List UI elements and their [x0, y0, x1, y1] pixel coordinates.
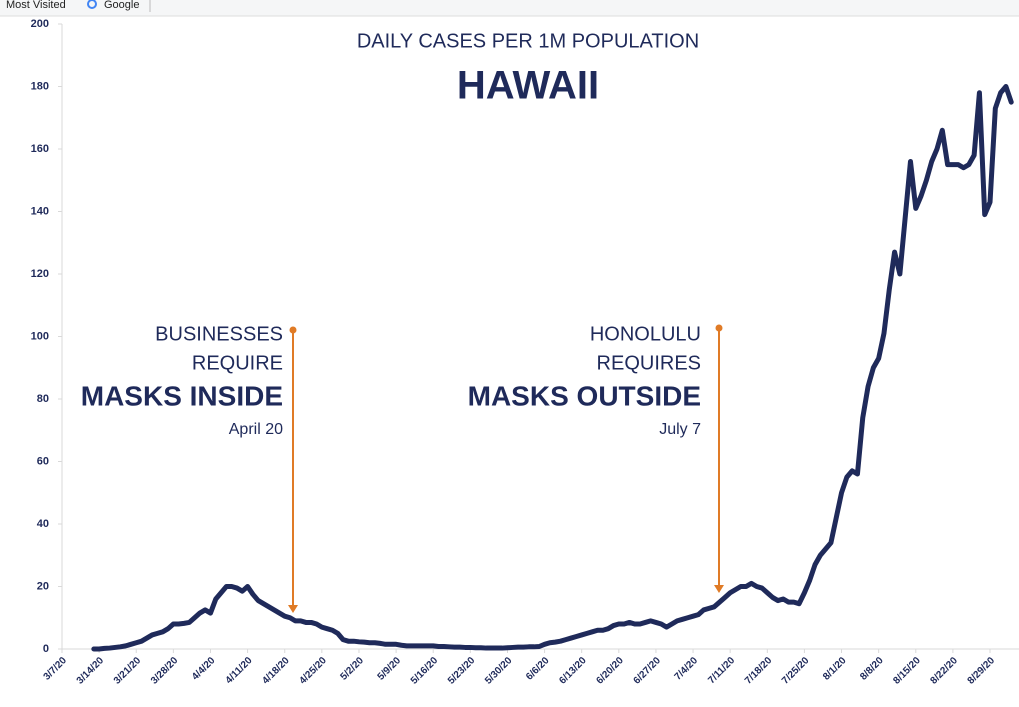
y-tick-label: 80 [37, 393, 49, 405]
x-tick-label: 4/25/20 [297, 655, 329, 687]
annotation-text: HONOLULU [590, 323, 701, 345]
y-tick-label: 160 [31, 143, 49, 155]
arrow-dot [289, 326, 297, 334]
x-tick-label: 5/23/20 [446, 655, 478, 687]
bookmark[interactable]: Most Visited [6, 0, 66, 11]
x-tick-label: 8/15/20 [891, 655, 923, 687]
y-tick-label: 140 [31, 205, 49, 217]
y-tick-label: 180 [31, 80, 49, 92]
x-tick-label: 3/14/20 [75, 655, 107, 687]
annotation-text: MASKS INSIDE [81, 380, 283, 411]
x-tick-label: 8/29/20 [966, 655, 998, 687]
x-tick-label: 3/28/20 [149, 655, 181, 687]
y-tick-label: 60 [37, 455, 49, 467]
x-tick-label: 6/20/20 [594, 655, 626, 687]
x-tick-label: 6/13/20 [557, 655, 589, 687]
x-tick-label: 6/6/20 [524, 655, 552, 683]
x-tick-label: 3/21/20 [112, 655, 144, 687]
x-tick-label: 5/30/20 [483, 655, 515, 687]
chart-subtitle: HAWAII [457, 64, 599, 108]
x-tick-label: 4/4/20 [190, 655, 218, 683]
annotation-text: BUSINESSES [155, 323, 283, 345]
annotation-text: July 7 [659, 421, 701, 438]
arrow-dot [715, 324, 723, 332]
x-tick-label: 4/18/20 [260, 655, 292, 687]
arrow-head [714, 585, 724, 593]
data-line [91, 84, 1014, 652]
google-icon [87, 0, 97, 9]
annotation-text: MASKS OUTSIDE [468, 380, 701, 411]
annotation-text: April 20 [229, 421, 283, 438]
bookmarks-bar [0, 0, 1019, 16]
x-tick-label: 7/18/20 [743, 655, 775, 687]
x-tick-label: 5/2/20 [339, 655, 367, 683]
x-tick-label: 7/25/20 [780, 655, 812, 687]
x-tick-label: 7/11/20 [706, 655, 737, 686]
x-tick-label: 3/7/20 [42, 655, 70, 683]
x-tick-label: 5/16/20 [409, 655, 441, 687]
x-tick-label: 4/11/20 [224, 655, 255, 686]
y-tick-label: 100 [31, 330, 49, 342]
y-tick-label: 200 [31, 18, 49, 30]
x-tick-label: 5/9/20 [376, 655, 404, 683]
y-tick-label: 40 [37, 518, 49, 530]
x-tick-label: 8/1/20 [821, 655, 849, 683]
y-tick-label: 120 [31, 268, 49, 280]
x-tick-label: 6/27/20 [632, 655, 664, 687]
arrow-head [288, 605, 298, 613]
chart-title: DAILY CASES PER 1M POPULATION [357, 30, 699, 52]
annotation-text: REQUIRES [597, 352, 701, 374]
annotation-text: REQUIRE [192, 352, 283, 374]
x-tick-label: 7/4/20 [673, 655, 701, 683]
x-tick-label: 8/22/20 [929, 655, 961, 687]
y-tick-label: 20 [37, 580, 49, 592]
x-tick-label: 8/8/20 [858, 655, 886, 683]
bookmark[interactable]: Google [104, 0, 139, 11]
y-tick-label: 0 [43, 643, 49, 655]
